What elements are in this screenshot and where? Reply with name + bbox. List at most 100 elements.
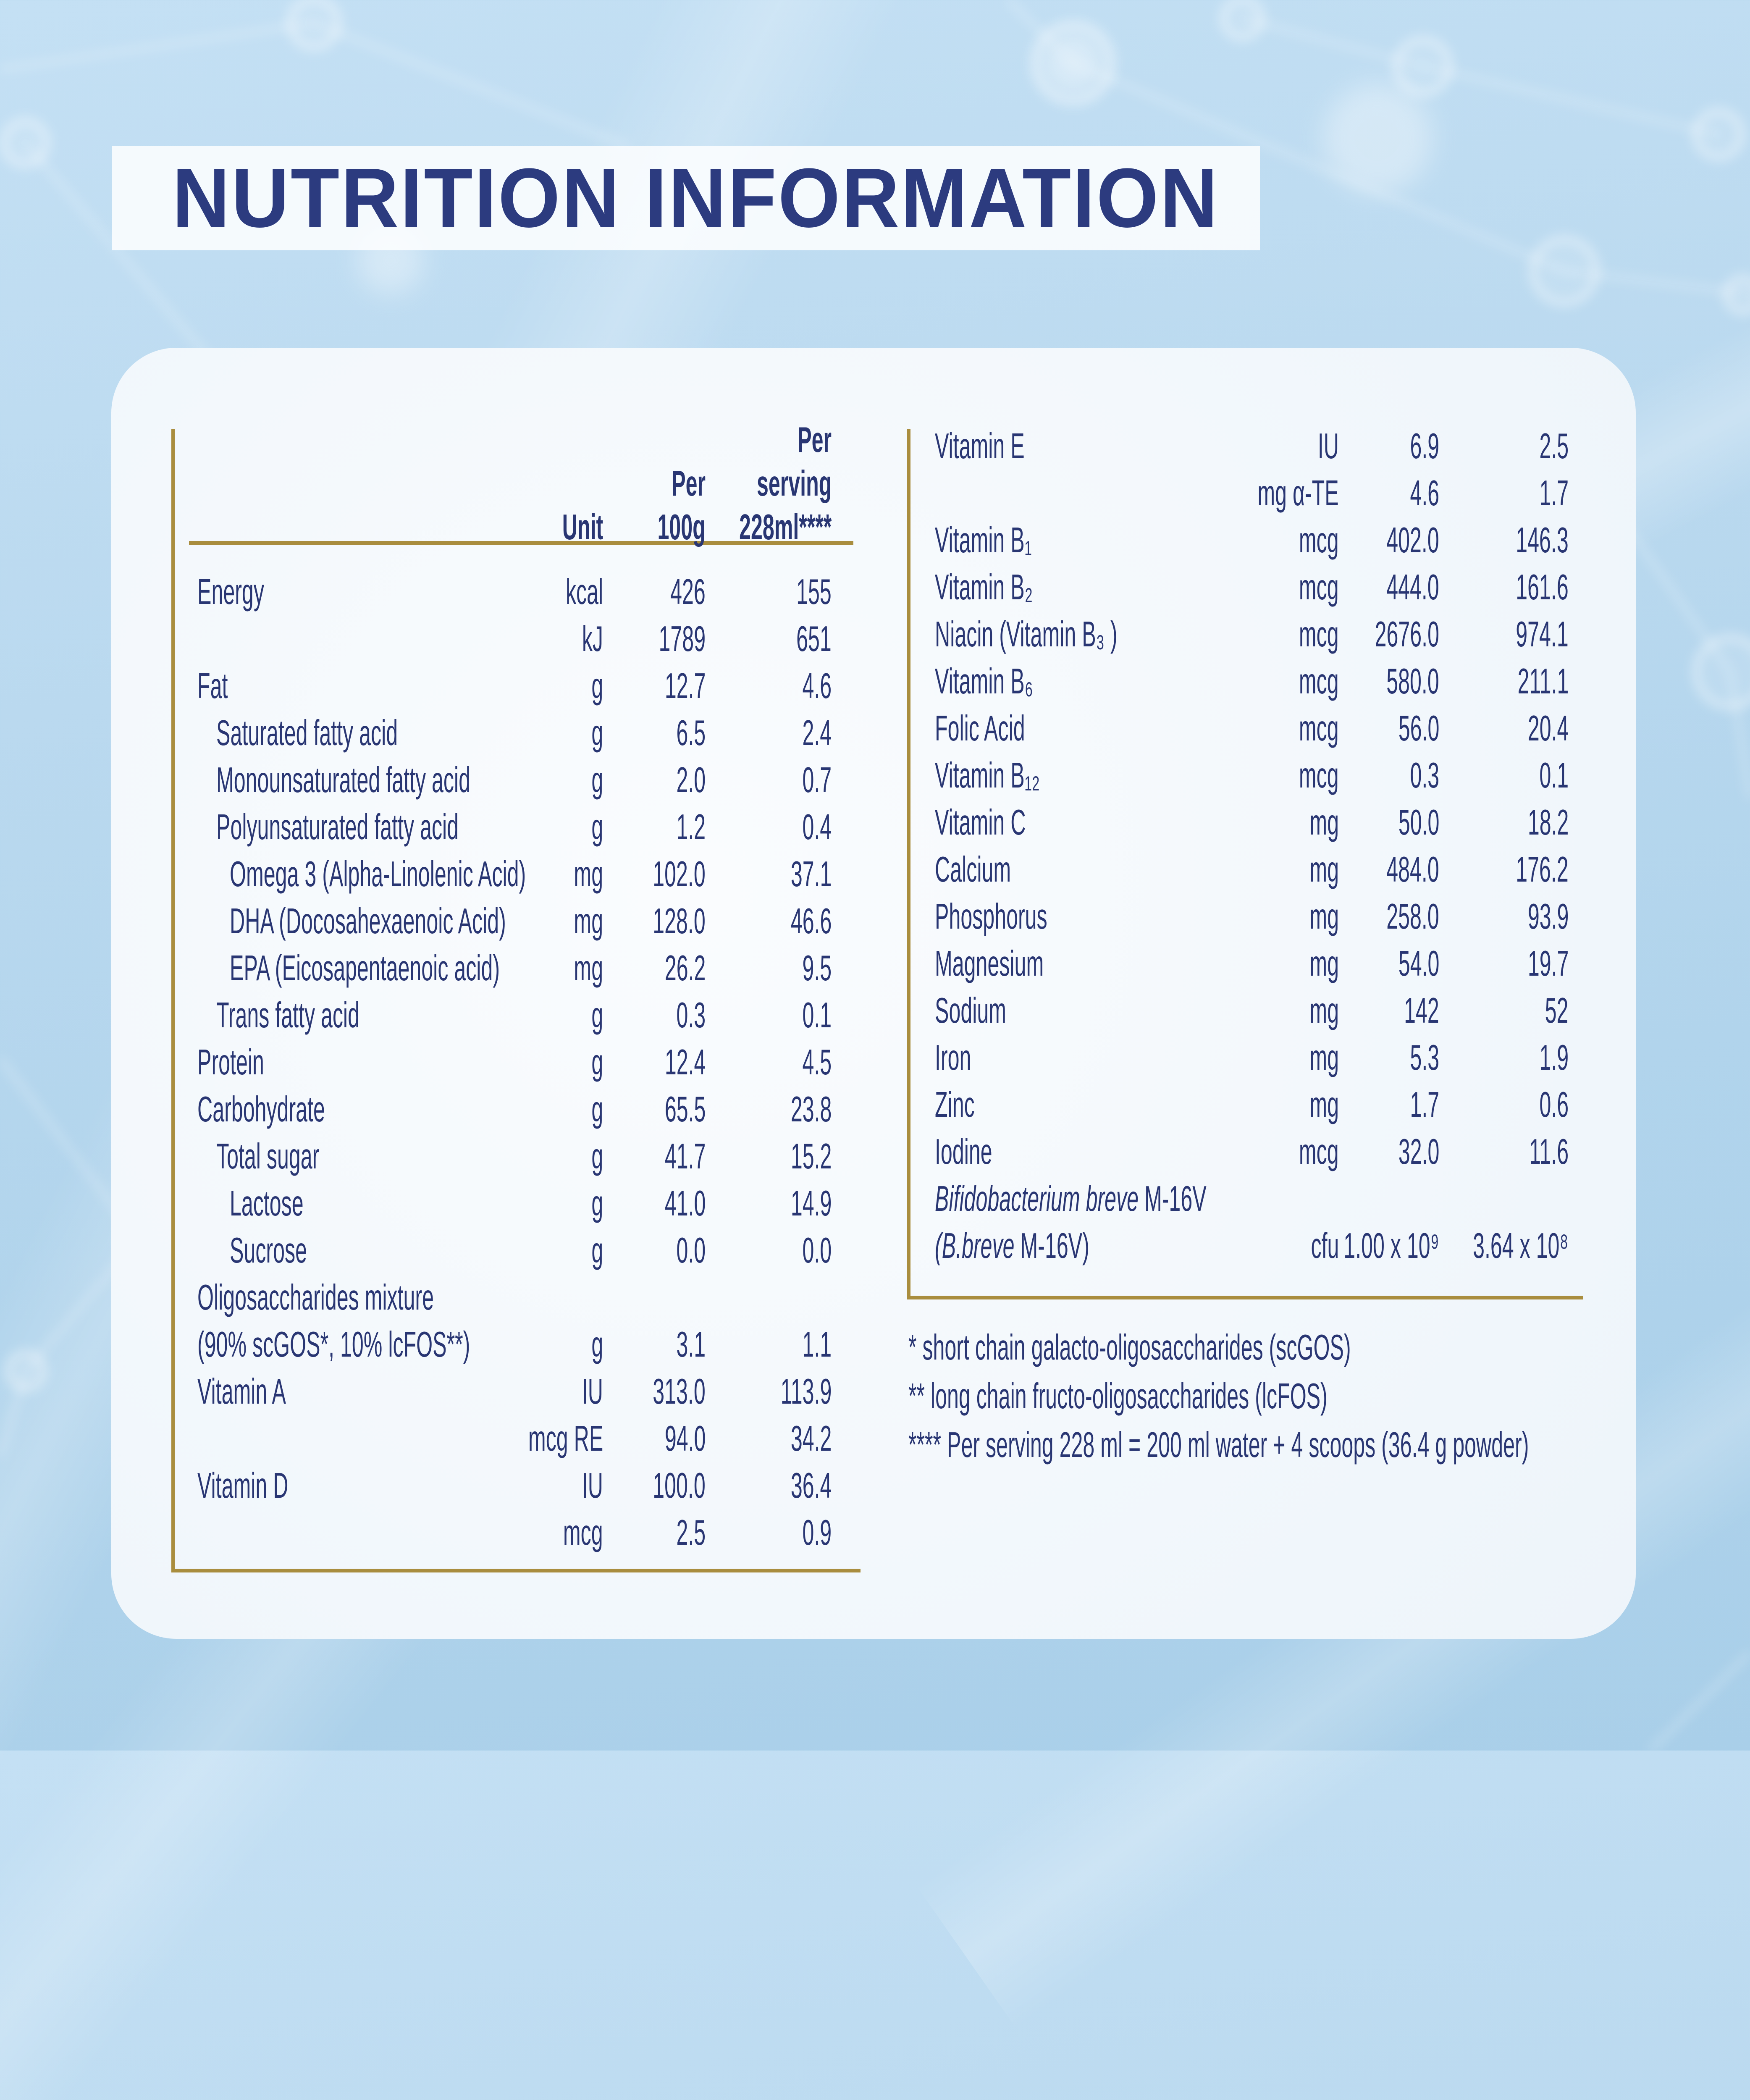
row-value-per-100g: 65.5 [664, 1089, 706, 1129]
table-row: Niacin (Vitamin B₃ ) mcg 2676.0 974.1 [907, 611, 1583, 658]
row-value-per-serving: 4.6 [802, 666, 832, 706]
table-row: Iodine mcg 32.0 11.6 [907, 1129, 1583, 1176]
row-label: Folic Acid [935, 709, 1025, 748]
table-row: mcg RE 94.0 34.2 [171, 1415, 861, 1462]
table-row: Vitamin A IU 313.0 113.9 [171, 1368, 861, 1415]
row-value-per-serving: 52 [1545, 991, 1569, 1031]
row-value-per-100g: 2.0 [676, 760, 706, 800]
row-label: (B.breve M-16V) [935, 1226, 1089, 1266]
row-unit: g [591, 760, 603, 800]
table-row: Fat g 12.7 4.6 [171, 663, 861, 710]
row-unit: mcg [1299, 662, 1339, 701]
row-value-per-100g: 580.0 [1386, 662, 1439, 701]
row-label: Vitamin C [935, 803, 1026, 843]
row-label: Omega 3 (Alpha-Linolenic Acid) [230, 854, 526, 894]
table-row: Vitamin D IU 100.0 36.4 [171, 1462, 861, 1509]
row-unit: g [591, 1231, 603, 1270]
table-row: Vitamin B₆ mcg 580.0 211.1 [907, 658, 1583, 705]
table-row: Protein g 12.4 4.5 [171, 1039, 861, 1086]
row-label: Energy [197, 572, 264, 612]
table-row: Total sugar g 41.7 15.2 [171, 1133, 861, 1180]
row-value-per-100g: 6.5 [676, 713, 706, 753]
row-unit: kJ [582, 619, 603, 659]
row-value-per-serving: 18.2 [1527, 803, 1569, 843]
row-value-per-serving: 0.1 [1539, 756, 1569, 795]
table-row: Carbohydrate g 65.5 23.8 [171, 1086, 861, 1133]
row-unit: IU [582, 1372, 603, 1412]
table-row: Folic Acid mcg 56.0 20.4 [907, 705, 1583, 752]
row-unit: mcg [1299, 709, 1339, 748]
title-band: NUTRITION INFORMATION [112, 146, 1260, 250]
row-value-per-100g: 26.2 [664, 948, 706, 988]
row-value-per-serving: 20.4 [1527, 709, 1569, 748]
row-value-per-100g: 4.6 [1410, 473, 1439, 513]
nutrition-panel [111, 348, 1636, 1639]
row-value-per-100g: 41.0 [664, 1184, 706, 1223]
row-label: Total sugar [216, 1137, 320, 1176]
table-row: DHA (Docosahexaenoic Acid) mg 128.0 46.6 [171, 898, 861, 945]
table-row: Monounsaturated fatty acid g 2.0 0.7 [171, 757, 861, 804]
footnote: ** long chain fructo-oligosaccharides (l… [908, 1376, 1328, 1416]
row-label: Trans fatty acid [216, 995, 359, 1035]
row-value-per-100g: 56.0 [1398, 709, 1439, 748]
row-label: Iron [935, 1038, 971, 1078]
row-unit: kcal [565, 572, 603, 612]
row-value-per-serving: 113.9 [780, 1372, 832, 1412]
row-label: Vitamin E [935, 426, 1025, 466]
row-value-per-100g: 0.3 [676, 995, 706, 1035]
row-unit: mcg [1299, 567, 1339, 607]
row-label: Sucrose [230, 1231, 307, 1270]
row-value-per-serving: 2.5 [1539, 426, 1569, 466]
row-value-per-100g: 128.0 [653, 901, 706, 941]
row-label: Iodine [935, 1132, 992, 1172]
row-value-per-100g: 1789 [659, 619, 706, 659]
row-value-per-serving: 34.2 [790, 1419, 832, 1459]
row-label: Zinc [935, 1085, 975, 1125]
row-unit: mcg [1299, 756, 1339, 795]
row-value-per-100g: 1.00 x 10⁹ [1343, 1226, 1439, 1266]
table-row: Magnesium mg 54.0 19.7 [907, 940, 1583, 987]
table-row: Energy kcal 426 155 [171, 569, 861, 616]
right-table: Vitamin E IU 6.9 2.5 mg α-TE 4.6 1.7 Vit… [907, 0, 1583, 1751]
table-row: EPA (Eicosapentaenoic acid) mg 26.2 9.5 [171, 945, 861, 992]
row-value-per-serving: 19.7 [1527, 944, 1569, 984]
row-unit: mg [1309, 850, 1339, 890]
row-value-per-100g: 0.3 [1410, 756, 1439, 795]
table-row: Zinc mg 1.7 0.6 [907, 1082, 1583, 1129]
table-row: Sodium mg 142 52 [907, 987, 1583, 1034]
row-unit: mg [1309, 1085, 1339, 1125]
row-value-per-serving: 15.2 [790, 1137, 832, 1176]
row-label: Niacin (Vitamin B₃ ) [935, 614, 1118, 654]
row-value-per-100g: 1.7 [1410, 1085, 1439, 1125]
row-value-per-serving: 211.1 [1517, 662, 1569, 701]
row-value-per-serving: 1.1 [802, 1325, 832, 1365]
table-row: Phosphorus mg 258.0 93.9 [907, 893, 1583, 940]
row-value-per-serving: 155 [796, 572, 832, 612]
row-value-per-serving: 0.1 [802, 995, 832, 1035]
row-label: Vitamin B₆ [935, 662, 1033, 701]
row-unit: mg [1309, 944, 1339, 984]
row-label: EPA (Eicosapentaenoic acid) [230, 948, 500, 988]
row-value-per-100g: 32.0 [1398, 1132, 1439, 1172]
table-row: Vitamin B₁ mcg 402.0 146.3 [907, 517, 1583, 564]
table-row: Omega 3 (Alpha-Linolenic Acid) mg 102.0 … [171, 851, 861, 898]
row-label: Carbohydrate [197, 1089, 325, 1129]
row-value-per-serving: 0.0 [802, 1231, 832, 1270]
row-label: Lactose [230, 1184, 304, 1223]
row-label: Oligosaccharides mixture [197, 1278, 434, 1318]
table-row: mg α-TE 4.6 1.7 [907, 470, 1583, 517]
table-row: Trans fatty acid g 0.3 0.1 [171, 992, 861, 1039]
row-label: DHA (Docosahexaenoic Acid) [230, 901, 506, 941]
row-unit: mg [1309, 803, 1339, 843]
row-value-per-100g: 12.7 [664, 666, 706, 706]
row-value-per-serving: 161.6 [1516, 567, 1569, 607]
row-label: (90% scGOS*, 10% lcFOS**) [197, 1325, 470, 1365]
row-value-per-serving: 37.1 [790, 854, 832, 894]
table-row: Lactose g 41.0 14.9 [171, 1180, 861, 1227]
table-row: mcg 2.5 0.9 [171, 1509, 861, 1557]
row-unit: IU [1317, 426, 1339, 466]
row-label: Vitamin B₂ [935, 567, 1033, 607]
row-value-per-serving: 651 [796, 619, 832, 659]
row-value-per-100g: 102.0 [653, 854, 706, 894]
row-value-per-serving: 4.5 [802, 1042, 832, 1082]
